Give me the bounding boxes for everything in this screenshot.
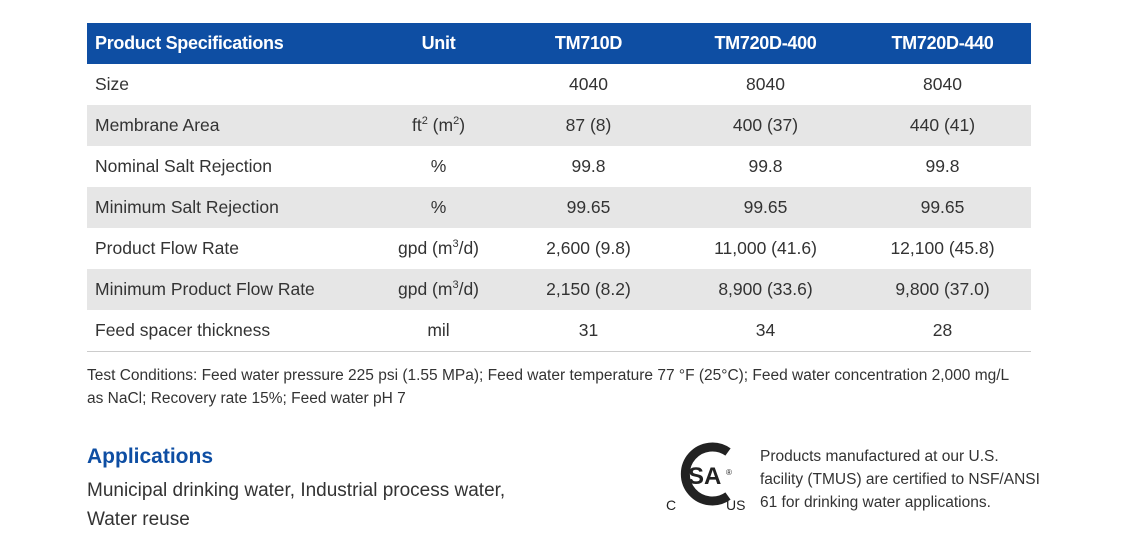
table-row: Product Flow Rate gpd (m3/d) 2,600 (9.8) 11… [87,228,1031,269]
spec-value: 8,900 (33.6) [677,269,854,310]
spec-value: 87 (8) [500,105,677,146]
spec-label: Membrane Area [87,105,377,146]
spec-unit: % [430,156,447,176]
spec-value: 400 (37) [677,105,854,146]
spec-label: Size [95,74,130,94]
spec-value: 28 [854,310,1031,352]
table-row: Size 4040 8040 8040 [87,64,1031,105]
spec-value: 2,150 (8.2) [500,269,677,310]
spec-value: 99.8 [925,156,960,176]
applications-heading: Applications [87,445,214,468]
column-header: TM720D-440 [854,23,1031,64]
column-header: Unit [377,23,500,64]
spec-label: Feed spacer thickness [87,310,377,352]
table-row: Minimum Product Flow Rate gpd (m3/d) 2,150… [87,269,1031,310]
spec-label: Nominal Salt Rejection [95,156,273,176]
svg-text:C: C [666,497,676,513]
applications-text: Municipal drinking water, Industrial pro… [87,480,506,530]
spec-value: 99.65 [677,187,854,228]
test-conditions: Test Conditions: Feed water pressure 225… [87,367,1009,407]
table-row: Feed spacer thickness mil 31 34 28 [87,310,1031,352]
column-header: TM710D [500,23,677,64]
spec-value: 8040 [923,74,962,94]
table-row: Membrane Area ft2 (m2) 87 (8) 400 (37) 440 (… [87,105,1031,146]
spec-value: 4040 [569,74,608,94]
spec-label: Minimum Product Flow Rate [87,269,377,310]
spec-unit: ft2 (m2) [377,105,500,146]
spec-unit: gpd (m3/d) [377,269,500,310]
spec-value: 12,100 (45.8) [890,238,995,258]
spec-value: 99.8 [571,156,606,176]
spec-unit [377,64,500,105]
spec-label: Product Flow Rate [95,238,239,258]
csa-certification-logo: SA ® C US [666,442,745,513]
column-header: TM720D-400 [677,23,854,64]
svg-text:US: US [726,497,745,513]
table-row: Minimum Salt Rejection% 99.65 99.65 99.65 [87,187,1031,228]
product-specifications-table: Product Specifications Unit TM710D TM720D-4… [87,23,1031,352]
spec-unit: mil [377,310,500,352]
spec-unit: % [377,187,500,228]
column-header: Product Specifications [87,23,377,64]
spec-label: Minimum Salt Rejection [87,187,377,228]
spec-value: 2,600 (9.8) [546,238,631,258]
spec-value: 9,800 (37.0) [854,269,1031,310]
spec-value: 440 (41) [854,105,1031,146]
spec-value: 31 [500,310,677,352]
table-header-row: Product Specifications Unit TM710D TM720D-4… [87,23,1031,64]
spec-value: 99.8 [748,156,783,176]
spec-value: 99.65 [854,187,1031,228]
spec-value: 8040 [746,74,785,94]
svg-text:®: ® [726,468,732,477]
spec-value: 11,000 (41.6) [714,238,817,258]
certification-text: Products manufactured at our U.S. facili… [760,448,1040,511]
svg-text:SA: SA [688,463,721,490]
spec-value: 34 [677,310,854,352]
spec-value: 99.65 [500,187,677,228]
table-row: Nominal Salt Rejection% 99.8 99.8 99.8 [87,146,1031,187]
spec-unit: gpd (m3/d) [397,238,480,258]
